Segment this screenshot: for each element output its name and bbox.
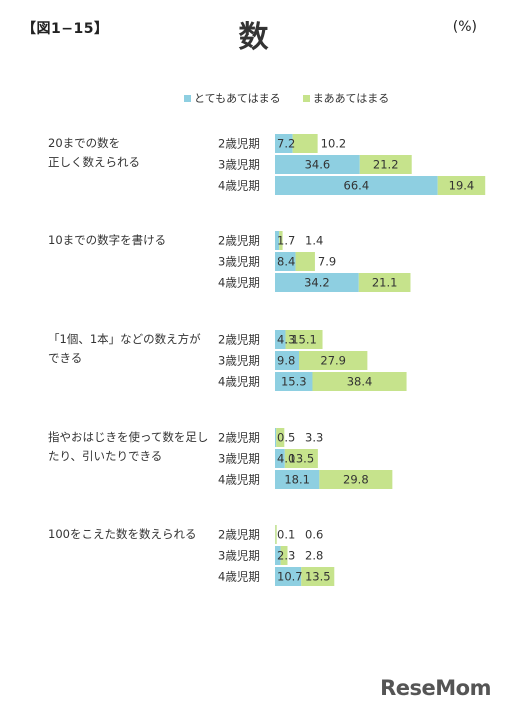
bar-series1	[275, 567, 302, 586]
row-label: 4歳児期	[218, 179, 260, 193]
bar-series2	[276, 428, 285, 447]
row-label: 3歳児期	[218, 549, 260, 563]
row-label: 3歳児期	[218, 354, 260, 368]
legend-label-series2: まああてはまる	[312, 92, 390, 105]
data-label-series1: 0.5	[277, 431, 295, 445]
data-label-series1: 2.3	[277, 549, 295, 563]
bar-series2	[285, 330, 323, 349]
data-label-series1: 7.2	[277, 137, 295, 151]
bar-series1	[275, 428, 277, 447]
data-label-series2: 10.2	[321, 137, 347, 151]
row-label: 2歳児期	[218, 333, 260, 347]
data-label-series1: 18.1	[284, 473, 310, 487]
data-label-series1: 34.2	[304, 276, 330, 290]
legend-item-series2: まああてはまる	[302, 90, 390, 106]
data-label-series2: 21.1	[372, 276, 398, 290]
row-label: 4歳児期	[218, 473, 260, 487]
group-label: 「1個、1本」などの数え方が	[48, 332, 201, 346]
row-label: 2歳児期	[218, 137, 260, 151]
legend: とてもあてはまる まああてはまる	[184, 90, 389, 106]
legend-label-series1: とてもあてはまる	[194, 92, 281, 105]
data-label-series1: 1.7	[277, 234, 295, 248]
group-label: たり、引いたりできる	[48, 449, 162, 463]
data-label-series2: 7.9	[318, 255, 336, 269]
bar-series2	[280, 546, 288, 565]
row-label: 3歳児期	[218, 255, 260, 269]
bar-series2	[284, 449, 318, 468]
bar-series1	[275, 231, 280, 250]
data-label-series1: 4.0	[277, 452, 295, 466]
watermark-logo: ReseMom	[380, 676, 491, 700]
bar-series2	[359, 155, 412, 174]
data-label-series2: 21.2	[373, 158, 399, 172]
bar-series2	[275, 525, 277, 544]
data-label-series2: 29.8	[343, 473, 369, 487]
unit-label: (%)	[452, 19, 477, 35]
bar-series2	[292, 134, 318, 153]
bar-series2	[279, 231, 283, 250]
bar-series1	[275, 330, 286, 349]
data-label-series1: 10.7	[277, 570, 303, 584]
bar-series1	[275, 449, 285, 468]
data-label-series2: 3.3	[305, 431, 323, 445]
chart-title: 数	[238, 20, 269, 55]
bar-series1	[275, 155, 360, 174]
bar-series2	[319, 470, 393, 489]
bar-series1	[275, 351, 300, 370]
group-label: 20までの数を	[48, 136, 120, 150]
data-label-series2: 15.1	[291, 333, 317, 347]
bar-series1	[275, 252, 296, 271]
bar-series2	[299, 351, 368, 370]
row-label: 4歳児期	[218, 375, 260, 389]
row-label: 2歳児期	[218, 234, 260, 248]
bar-series1	[275, 134, 293, 153]
bar-series2	[295, 252, 315, 271]
data-label-series1: 8.4	[277, 255, 295, 269]
bar-series2	[301, 567, 335, 586]
data-label-series2: 13.5	[289, 452, 315, 466]
data-label-series2: 2.8	[305, 549, 323, 563]
data-label-series1: 0.1	[277, 528, 295, 542]
bar-series1	[275, 372, 313, 391]
bar-series1	[275, 546, 281, 565]
data-label-series2: 27.9	[320, 354, 346, 368]
row-label: 3歳児期	[218, 158, 260, 172]
group-label: できる	[48, 351, 82, 365]
bar-series2	[312, 372, 407, 391]
bar-series1	[275, 273, 359, 292]
data-label-series1: 9.8	[277, 354, 295, 368]
data-label-series1: 15.3	[281, 375, 307, 389]
group-label: 指やおはじきを使って数を足し	[48, 430, 208, 444]
bar-series1	[275, 176, 438, 195]
data-label-series2: 1.4	[305, 234, 323, 248]
data-label-series1: 4.3	[277, 333, 295, 347]
bar-series1	[275, 470, 320, 489]
row-label: 3歳児期	[218, 452, 260, 466]
group-label: 正しく数えられる	[48, 155, 140, 169]
figure-label: 【図1−15】	[22, 21, 109, 37]
row-label: 4歳児期	[218, 570, 260, 584]
group-label: 100をこえた数を数えられる	[48, 527, 196, 541]
legend-item-series1: とてもあてはまる	[184, 90, 281, 106]
legend-swatch-series1	[184, 94, 191, 102]
data-label-series2: 13.5	[305, 570, 331, 584]
data-label-series2: 38.4	[347, 375, 373, 389]
bar-series2	[437, 176, 486, 195]
legend-swatch-series2	[302, 94, 310, 102]
row-label: 4歳児期	[218, 276, 260, 290]
row-label: 2歳児期	[218, 528, 260, 542]
data-label-series1: 66.4	[344, 179, 370, 193]
bar-series2	[358, 273, 411, 292]
data-label-series1: 34.6	[305, 158, 331, 172]
data-label-series2: 19.4	[449, 179, 475, 193]
group-label: 10までの数字を書ける	[48, 233, 166, 247]
data-label-series2: 0.6	[305, 528, 323, 542]
row-label: 2歳児期	[218, 431, 260, 445]
